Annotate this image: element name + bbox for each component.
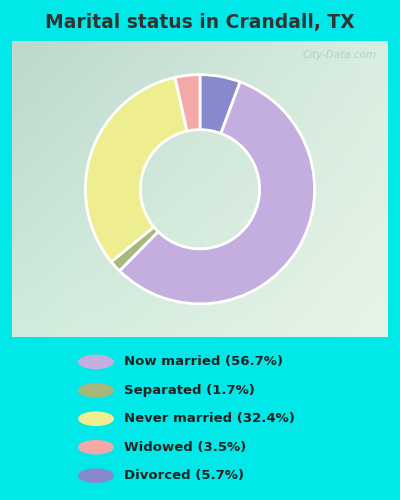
Text: Separated (1.7%): Separated (1.7%): [124, 384, 255, 397]
Circle shape: [78, 440, 114, 454]
Circle shape: [78, 412, 114, 426]
Circle shape: [78, 468, 114, 483]
Wedge shape: [175, 74, 200, 131]
Wedge shape: [111, 227, 158, 271]
Wedge shape: [86, 78, 187, 262]
Text: Divorced (5.7%): Divorced (5.7%): [124, 469, 244, 482]
Circle shape: [78, 354, 114, 369]
Text: Widowed (3.5%): Widowed (3.5%): [124, 440, 246, 454]
Text: Never married (32.4%): Never married (32.4%): [124, 412, 295, 425]
Text: Now married (56.7%): Now married (56.7%): [124, 356, 283, 368]
Text: City-Data.com: City-Data.com: [302, 50, 377, 60]
Wedge shape: [120, 82, 314, 304]
Text: Marital status in Crandall, TX: Marital status in Crandall, TX: [45, 13, 355, 32]
Wedge shape: [200, 74, 240, 134]
Circle shape: [78, 383, 114, 398]
